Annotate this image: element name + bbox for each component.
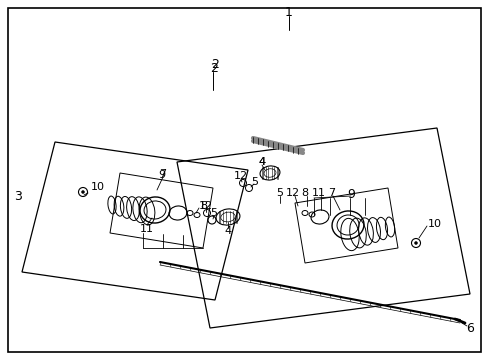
Text: 6: 6 <box>465 321 473 334</box>
Text: 4: 4 <box>258 157 265 167</box>
Text: 9: 9 <box>158 170 165 180</box>
Text: 5: 5 <box>276 188 283 198</box>
Text: 12: 12 <box>285 188 300 198</box>
Text: 7: 7 <box>328 188 335 198</box>
Text: 5: 5 <box>210 208 217 218</box>
Circle shape <box>414 242 417 244</box>
Text: 9: 9 <box>346 189 354 202</box>
Text: 5: 5 <box>251 177 258 187</box>
Text: 11: 11 <box>140 224 154 234</box>
Text: 1: 1 <box>285 5 292 18</box>
Text: 4: 4 <box>224 226 231 236</box>
Text: 10: 10 <box>427 219 441 229</box>
Text: 10: 10 <box>91 182 105 192</box>
Text: 8: 8 <box>301 188 308 198</box>
Text: 8: 8 <box>200 201 207 211</box>
Text: 7: 7 <box>159 169 166 179</box>
Text: 11: 11 <box>311 188 325 198</box>
Text: 3: 3 <box>14 189 22 202</box>
Text: 12: 12 <box>233 171 247 181</box>
Text: 4: 4 <box>258 157 265 167</box>
Text: 2: 2 <box>211 58 219 72</box>
Circle shape <box>81 190 84 194</box>
Text: 12: 12 <box>199 201 213 211</box>
Text: 2: 2 <box>210 62 218 75</box>
